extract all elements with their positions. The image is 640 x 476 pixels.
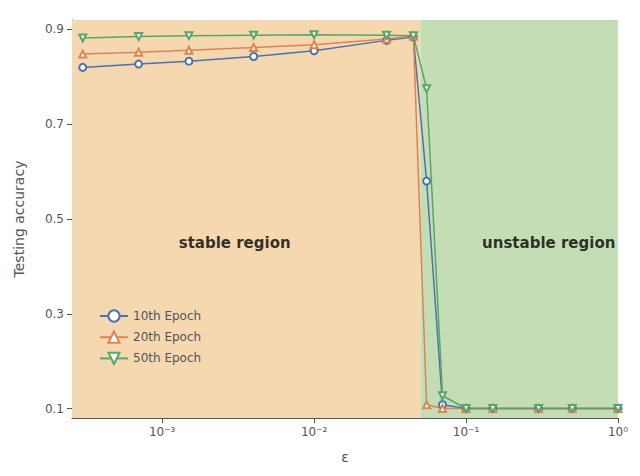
svg-text:10⁰: 10⁰ bbox=[608, 425, 628, 439]
svg-text:50th Epoch: 50th Epoch bbox=[133, 351, 201, 365]
svg-text:0.1: 0.1 bbox=[45, 402, 64, 416]
svg-text:ε: ε bbox=[341, 449, 349, 465]
svg-text:stable region: stable region bbox=[179, 234, 291, 252]
svg-text:Testing accuracy: Testing accuracy bbox=[11, 161, 27, 279]
svg-text:20th Epoch: 20th Epoch bbox=[133, 330, 201, 344]
svg-text:10⁻²: 10⁻² bbox=[301, 425, 328, 439]
svg-text:10⁻¹: 10⁻¹ bbox=[453, 425, 480, 439]
svg-text:0.7: 0.7 bbox=[45, 117, 64, 131]
svg-text:10th Epoch: 10th Epoch bbox=[133, 309, 201, 323]
svg-text:0.9: 0.9 bbox=[45, 22, 64, 36]
svg-text:0.3: 0.3 bbox=[45, 307, 64, 321]
svg-text:10⁻³: 10⁻³ bbox=[149, 425, 176, 439]
svg-text:0.5: 0.5 bbox=[45, 212, 64, 226]
svg-text:unstable region: unstable region bbox=[482, 234, 615, 252]
